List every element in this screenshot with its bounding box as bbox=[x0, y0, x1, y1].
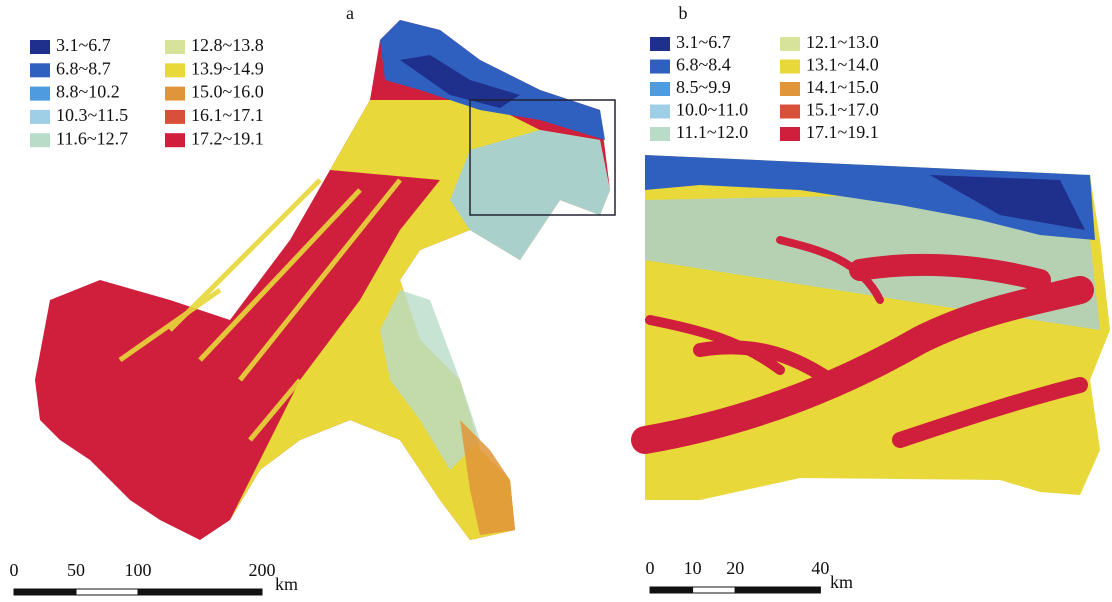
legend-swatch bbox=[30, 87, 50, 101]
legend-label: 3.1~6.7 bbox=[56, 35, 111, 55]
legend-label: 6.8~8.7 bbox=[56, 58, 111, 78]
legend-label: 15.1~17.0 bbox=[806, 100, 879, 120]
legend-label: 12.8~13.8 bbox=[191, 35, 264, 55]
scale-tick-label: 200 bbox=[249, 560, 276, 580]
map-a bbox=[35, 20, 615, 540]
legend-label: 17.2~19.1 bbox=[191, 128, 264, 148]
legend-label: 17.1~19.1 bbox=[806, 122, 879, 142]
map-region bbox=[450, 130, 610, 260]
legend-swatch bbox=[650, 105, 670, 119]
scale-unit: km bbox=[830, 572, 853, 592]
scale-tick-label: 100 bbox=[125, 560, 152, 580]
legend-label: 16.1~17.1 bbox=[191, 105, 264, 125]
legend-label: 3.1~6.7 bbox=[676, 32, 731, 52]
scale-unit: km bbox=[275, 574, 298, 594]
legend-swatch bbox=[165, 63, 185, 77]
legend-label: 11.1~12.0 bbox=[676, 122, 748, 142]
page: {"panels": [ {"label": "a", "legend": [ … bbox=[0, 0, 1112, 602]
scale-tick-label: 0 bbox=[646, 558, 655, 578]
legend-label: 10.3~11.5 bbox=[56, 105, 128, 125]
legend-swatch bbox=[165, 40, 185, 54]
legend-label: 11.6~12.7 bbox=[56, 128, 128, 148]
figure: a 3.1~6.7 6.8~8.7 8.8~10.2 10.3~11.5 11.6~12.… bbox=[0, 0, 1112, 602]
legend-swatch bbox=[30, 63, 50, 77]
legend-label: 6.8~8.4 bbox=[676, 55, 731, 75]
legend-swatch bbox=[650, 82, 670, 96]
scale-segment bbox=[76, 589, 138, 595]
scale-segment bbox=[138, 589, 262, 595]
legend-swatch bbox=[165, 87, 185, 101]
legend-swatch bbox=[780, 82, 800, 96]
legend-label: 15.0~16.0 bbox=[191, 82, 264, 102]
legend-swatch bbox=[780, 105, 800, 119]
legend-swatch bbox=[165, 110, 185, 124]
scale-tick-label: 50 bbox=[67, 560, 85, 580]
legend-swatch bbox=[780, 37, 800, 51]
legend-label: 8.5~9.9 bbox=[676, 77, 731, 97]
scale-segment bbox=[14, 589, 76, 595]
legend-swatch bbox=[30, 110, 50, 124]
scale-tick-label: 40 bbox=[811, 558, 829, 578]
legend-swatch bbox=[780, 60, 800, 74]
scale-segment bbox=[650, 587, 693, 593]
scale-tick-label: 20 bbox=[726, 558, 744, 578]
legend-label: 13.1~14.0 bbox=[806, 55, 879, 75]
legend-label: 10.0~11.0 bbox=[676, 100, 748, 120]
legend-swatch bbox=[780, 127, 800, 141]
panel-label: a bbox=[346, 3, 354, 23]
legend-label: 12.1~13.0 bbox=[806, 32, 879, 52]
legend-swatch bbox=[650, 60, 670, 74]
panel-label: b bbox=[679, 3, 688, 23]
legend-label: 8.8~10.2 bbox=[56, 82, 120, 102]
legend-label: 14.1~15.0 bbox=[806, 77, 879, 97]
scale-tick-label: 10 bbox=[684, 558, 702, 578]
legend-swatch bbox=[165, 133, 185, 147]
scale-segment bbox=[735, 587, 820, 593]
map-b bbox=[645, 155, 1110, 500]
legend-swatch bbox=[30, 40, 50, 54]
legend-swatch bbox=[30, 133, 50, 147]
scale-tick-label: 0 bbox=[10, 560, 19, 580]
legend-label: 13.9~14.9 bbox=[191, 58, 264, 78]
legend-swatch bbox=[650, 37, 670, 51]
scale-segment bbox=[693, 587, 736, 593]
legend-swatch bbox=[650, 127, 670, 141]
